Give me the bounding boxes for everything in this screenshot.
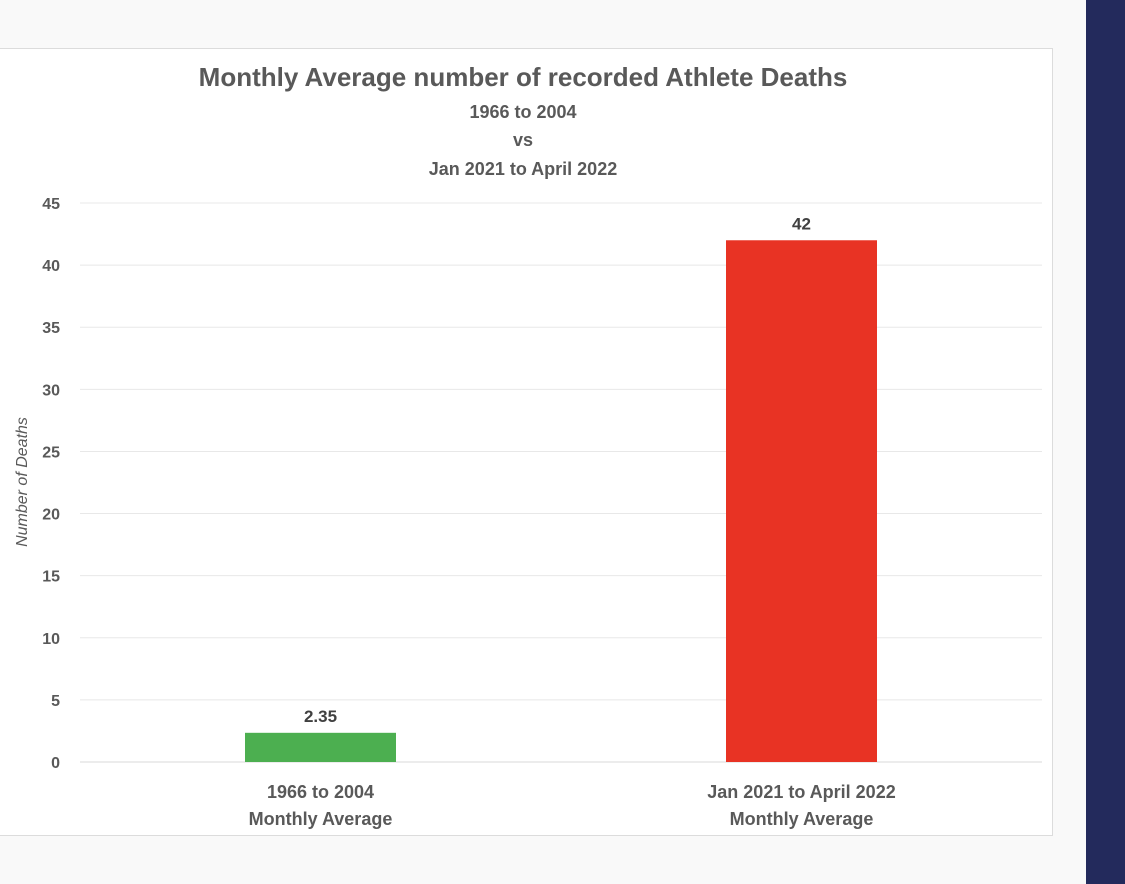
y-tick-label: 20	[42, 507, 60, 524]
y-tick-label: 30	[42, 382, 60, 399]
y-tick-label: 25	[42, 444, 60, 461]
y-tick-label: 15	[42, 569, 60, 586]
y-tick-label: 40	[42, 258, 60, 275]
bar	[726, 240, 877, 762]
x-category-label: Jan 2021 to April 2022	[707, 782, 895, 802]
side-panel	[1086, 0, 1125, 884]
chart-frame	[0, 48, 1053, 836]
chart-subtitle-1: 1966 to 2004	[469, 102, 576, 122]
data-label: 42	[792, 214, 811, 233]
x-category-label: Monthly Average	[730, 809, 874, 829]
y-tick-label: 45	[42, 196, 60, 213]
bar	[245, 732, 396, 762]
chart-subtitle-2: vs	[513, 130, 533, 150]
y-tick-label: 10	[42, 631, 60, 648]
x-category-label: Monthly Average	[249, 809, 393, 829]
data-label: 2.35	[304, 707, 337, 726]
y-tick-label: 0	[51, 755, 60, 772]
chart-subtitle-3: Jan 2021 to April 2022	[429, 159, 617, 179]
y-axis-label: Number of Deaths	[14, 417, 31, 547]
y-tick-label: 5	[51, 693, 60, 710]
y-tick-label: 35	[42, 320, 60, 337]
chart-title: Monthly Average number of recorded Athle…	[199, 62, 848, 92]
x-category-label: 1966 to 2004	[267, 782, 374, 802]
